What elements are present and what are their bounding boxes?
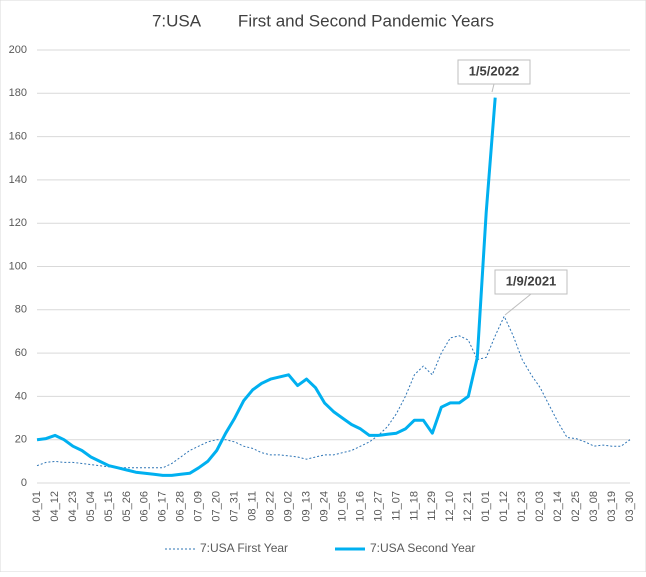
y-tick-label: 120 <box>9 217 27 229</box>
y-tick-label: 80 <box>15 304 27 316</box>
x-tick-label: 11_07 <box>390 491 402 521</box>
x-tick-label: 03_30 <box>624 491 636 522</box>
x-tick-label: 05_04 <box>85 491 97 522</box>
callout-box <box>494 269 568 295</box>
x-tick-label: 04_23 <box>67 491 79 522</box>
x-tick-label: 11_29 <box>426 491 438 521</box>
x-tick-label: 02_03 <box>534 491 546 522</box>
x-tick-label: 03_19 <box>606 491 618 522</box>
x-tick-label: 11_18 <box>408 491 420 521</box>
x-tick-label: 04_01 <box>31 491 43 522</box>
x-tick-label: 02_25 <box>570 491 582 522</box>
x-tick-label: 09_24 <box>318 491 330 522</box>
x-tick-label: 12_21 <box>462 491 474 522</box>
annotation: 1/5/2022 <box>469 63 520 78</box>
x-tick-label: 06_06 <box>139 491 151 522</box>
x-tick-label: 10_27 <box>372 491 384 522</box>
y-tick-label: 160 <box>9 131 27 143</box>
y-tick-label: 140 <box>9 174 27 186</box>
x-tick-label: 12_10 <box>444 491 456 522</box>
x-tick-label: 07_09 <box>193 491 205 522</box>
x-tick-label: 08_22 <box>265 491 277 522</box>
legend-label: 7:USA Second Year <box>370 541 475 555</box>
x-tick-label: 09_02 <box>282 491 294 522</box>
x-tick-label: 02_14 <box>552 491 564 522</box>
x-tick-label: 06_17 <box>157 491 169 522</box>
y-tick-label: 180 <box>9 87 27 99</box>
annotation: 1/9/2021 <box>506 273 557 288</box>
x-tick-label: 05_15 <box>103 491 115 522</box>
series-line <box>36 97 497 477</box>
x-tick-label: 10_05 <box>336 491 348 522</box>
chart-title: 7:USA First and Second Pandemic Years <box>152 11 494 30</box>
y-tick-label: 20 <box>15 434 27 446</box>
x-tick-label: 06_28 <box>175 491 187 522</box>
x-tick-label: 05_26 <box>121 491 133 522</box>
callout-leader <box>491 83 495 93</box>
y-tick-label: 200 <box>9 44 27 56</box>
y-tick-label: 60 <box>15 347 27 359</box>
y-tick-label: 100 <box>9 260 27 272</box>
y-tick-label: 0 <box>21 477 27 489</box>
x-tick-label: 07_20 <box>211 491 223 522</box>
x-tick-label: 08_11 <box>247 491 259 521</box>
x-tick-label: 04_12 <box>49 491 61 522</box>
x-tick-label: 07_31 <box>229 491 241 522</box>
legend-label: 7:USA First Year <box>200 541 288 555</box>
x-tick-label: 01_23 <box>516 491 528 522</box>
callout-box <box>457 59 531 85</box>
x-tick-label: 10_16 <box>354 491 366 522</box>
x-tick-label: 03_08 <box>588 491 600 522</box>
series-line <box>36 315 631 469</box>
y-tick-label: 40 <box>15 390 27 402</box>
callout-leader <box>504 293 532 316</box>
x-tick-label: 01_01 <box>480 491 492 522</box>
x-tick-label: 01_12 <box>498 491 510 522</box>
x-tick-label: 09_13 <box>300 491 312 522</box>
